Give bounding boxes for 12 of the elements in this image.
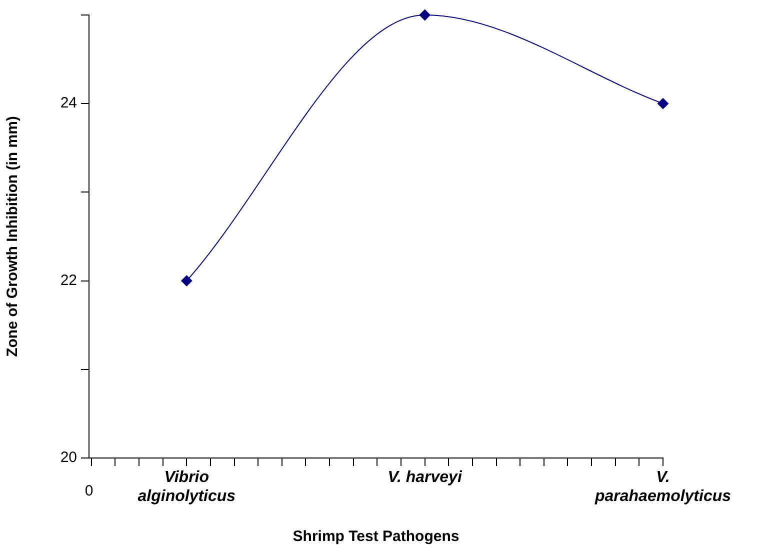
x-tick-label: Vibrio alginolyticus [138, 469, 236, 506]
y-tick-label: 24 [60, 94, 77, 112]
text: 0 [84, 482, 94, 500]
x-tick-label: V. harveyi [388, 469, 462, 486]
x-axis-title: Shrimp Test Pathogens [292, 528, 460, 546]
point [419, 10, 430, 20]
point [658, 98, 668, 110]
x-tick-label: V. parahaemolyticus [594, 469, 732, 506]
point [181, 275, 192, 286]
y-axis-title: Zone of Growth Inhibition (in mm) [4, 116, 22, 357]
y-tick-label: 20 [60, 449, 77, 466]
y-tick-label: 22 [60, 272, 77, 289]
